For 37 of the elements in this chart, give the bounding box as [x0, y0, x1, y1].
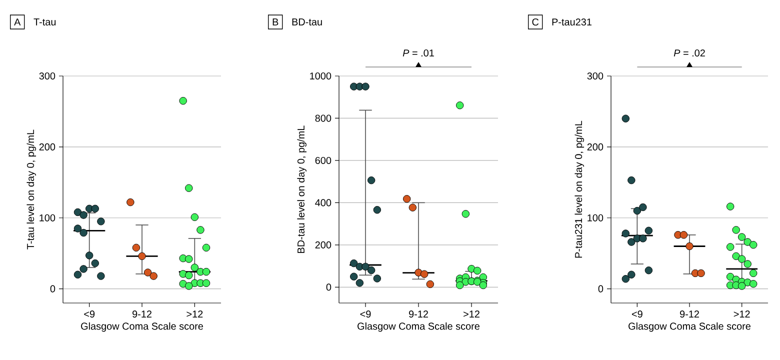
y-tick-label: 800	[315, 114, 332, 122]
y-axis-title: T-tau level on day 0, pg/mL	[26, 130, 36, 250]
y-tick-label: 600	[315, 156, 332, 164]
x-axis-title: Glasgow Coma Scale score	[358, 322, 480, 332]
y-tick-label: 100	[40, 214, 56, 222]
x-tick-label: >12	[734, 310, 750, 318]
y-tick-label: 0	[598, 285, 604, 292]
x-tick-label: >12	[464, 310, 480, 318]
x-tick-label: <9	[84, 310, 95, 318]
chart-title: P-tau231	[552, 18, 592, 26]
text: C	[532, 18, 539, 26]
x-axis-title: Glasgow Coma Scale score	[628, 322, 750, 332]
chart-title: BD-tau	[292, 18, 322, 26]
y-axis-title: BD-tau level on day 0, pg/mL	[297, 126, 306, 253]
text: P = .01	[402, 49, 434, 57]
x-tick-label: <9	[360, 310, 371, 318]
y-tick-label: 400	[315, 199, 332, 206]
y-tick-label: 200	[39, 143, 56, 150]
x-tick-label: 9-12	[680, 310, 699, 318]
y-tick-label: 300	[587, 72, 604, 80]
x-tick-label: 9-12	[132, 310, 152, 318]
y-tick-label: 200	[315, 241, 332, 248]
y-tick-label: 0	[326, 284, 332, 291]
x-axis-title: Glasgow Coma Scale score	[81, 322, 203, 332]
x-tick-label: <9	[632, 310, 642, 318]
x-tick-label: >12	[186, 310, 203, 318]
y-tick-label: 100	[588, 214, 604, 222]
y-tick-label: 0	[50, 285, 56, 292]
text: A	[14, 18, 21, 26]
y-tick-label: 1000	[310, 72, 332, 80]
y-tick-label: 200	[587, 143, 604, 150]
y-axis-title: P-tau231 level on day 0, pg/mL	[574, 120, 584, 258]
y-tick-label: 300	[39, 72, 56, 80]
x-tick-label: 9-12	[409, 310, 428, 318]
text: B	[272, 18, 278, 26]
chart-title: T-tau	[34, 18, 56, 26]
text: P = .02	[674, 49, 705, 57]
